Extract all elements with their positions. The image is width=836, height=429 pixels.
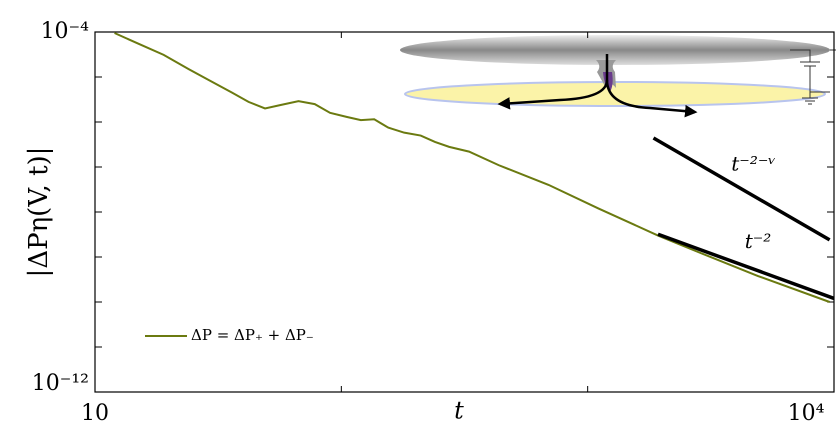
data-line [114,32,830,303]
circuit [790,49,836,105]
y-axis-label: |ΔPη(V, t)| [24,147,54,278]
x-tick-label: 10⁴ [788,401,825,426]
reference-label: t⁻²⁻ᵛ [731,151,776,175]
arrow-plus [605,79,698,118]
reference-label: t⁻² [745,229,772,253]
y-tick-label: 10⁻⁴ [41,19,90,44]
inset [400,35,836,118]
reference-line [652,136,831,242]
x-tick-label: 10 [81,401,109,426]
x-axis-label: t [454,397,464,425]
y-tick-label: 10⁻¹² [32,371,89,396]
probe-disc [400,35,830,65]
plot-frame [94,31,835,393]
legend-label: ΔP = ΔP₊ + ΔP₋ [191,326,314,344]
reference-line [657,232,835,301]
